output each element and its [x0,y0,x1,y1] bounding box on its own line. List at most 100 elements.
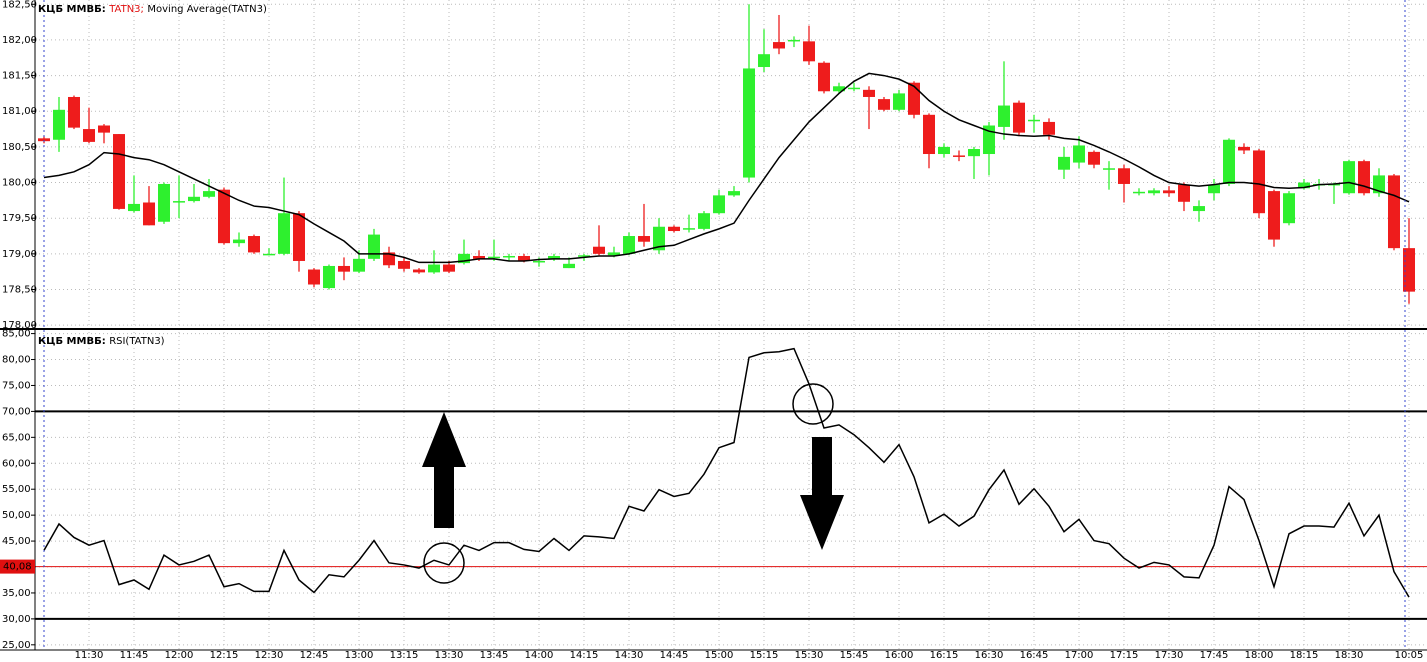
candle-body [1073,145,1085,163]
y-tick-label: 80,00 [2,355,31,366]
candle-body [323,265,335,289]
candle-body [938,146,950,155]
y-tick-label: 55,00 [2,484,31,495]
candle-body [473,255,485,259]
y-tick-label: 182,50 [2,0,37,10]
current-label-box [0,559,35,574]
candle-body [1178,184,1190,202]
candle-body [53,109,65,140]
candle-body [1238,146,1250,151]
candle-body [998,105,1010,127]
candle-body [1148,190,1160,194]
candle-body [683,228,695,230]
candle-body [533,260,545,263]
x-tick-label: 13:30 [435,650,464,661]
candle-body [818,62,830,92]
y-tick-label: 181,00 [2,106,37,117]
candle-body [548,255,560,260]
candle-body [158,183,170,222]
x-tick-label: 15:15 [750,650,779,661]
candle-body [518,255,530,261]
candle-body [383,252,395,266]
candle-body [128,203,140,212]
candle-body [1253,150,1265,214]
y-tick-label: 45,00 [2,536,31,547]
candle-body [1358,161,1370,194]
candle-body [758,54,770,68]
y-tick-label: 179,50 [2,213,37,224]
candle-body [833,86,845,92]
candle-body [248,236,260,253]
overlay-name: Moving Average(TATN3) [147,4,267,15]
candle-body [773,42,785,49]
candle-body [188,196,200,202]
candle-body [893,93,905,110]
x-tick-label: 10:05 [1395,650,1424,661]
x-tick-label: 13:45 [480,650,509,661]
y-tick-label: 178,00 [2,320,37,331]
candle-body [623,236,635,254]
candle-body [788,39,800,42]
candle-body [878,99,890,110]
y-tick-label: 35,00 [2,588,31,599]
arrow-down [800,437,844,550]
series-name: RSI(TATN3) [109,336,164,347]
candle-body [713,195,725,214]
candle-body [923,114,935,155]
candle-body [293,213,305,261]
x-tick-label: 17:00 [1065,650,1094,661]
candle-body [653,226,665,251]
candle-body [803,41,815,62]
line [43,72,1410,264]
x-tick-label: 12:30 [255,650,284,661]
candle-body [1013,102,1025,133]
x-tick-label: 18:30 [1335,650,1364,661]
candle-body [98,125,110,133]
candle-body [968,149,980,157]
y-tick-label: 25,00 [2,640,31,651]
candle-body [1103,168,1115,170]
candle-body [308,269,320,285]
x-tick-label: 17:45 [1200,650,1229,661]
y-tick-label: 60,00 [2,458,31,469]
x-tick-label: 14:45 [660,650,689,661]
y-tick-label: 182,00 [2,35,37,46]
x-tick-label: 13:15 [390,650,419,661]
x-tick-label: 11:45 [120,650,149,661]
x-tick-label: 11:30 [75,650,104,661]
candle-body [1133,191,1145,194]
candle-body [908,82,920,115]
plot [35,4,1427,620]
annotation-circle [792,383,834,425]
candle-body [983,125,995,155]
arrow-up [422,412,466,528]
candle-body [1058,156,1070,170]
y-tick-label: 75,00 [2,380,31,391]
y-tick-label: 180,50 [2,142,37,153]
candle-body [608,252,620,256]
y-tick-label: 181,50 [2,71,37,82]
source: КЦБ ММВБ: [38,336,106,347]
y-tick-label: 178,50 [2,284,37,295]
y-tick-label: 180,00 [2,178,37,189]
candle-body [1163,190,1175,194]
candle-body [1283,193,1295,224]
panel-title: КЦБ ММВБ: RSI(TATN3) [38,336,165,347]
candle-body [278,213,290,254]
candle-body [458,253,470,264]
candle-body [1028,119,1040,122]
x-tick-label: 15:45 [840,650,869,661]
x-tick-label: 17:15 [1110,650,1139,661]
panel-title: КЦБ ММВБ: TATN3; Moving Average(TATN3) [38,4,267,15]
candle-body [413,269,425,273]
candle-body [1088,151,1100,165]
x-tick-label: 18:15 [1290,650,1319,661]
annotations [422,383,844,584]
x-tick-label: 16:45 [1020,650,1049,661]
y-tick-label: 30,00 [2,614,31,625]
candle-body [83,129,95,142]
candle-body [263,253,275,256]
current-label: 40,08 [3,562,32,573]
candle-body [743,68,755,178]
candle-body [638,236,650,242]
